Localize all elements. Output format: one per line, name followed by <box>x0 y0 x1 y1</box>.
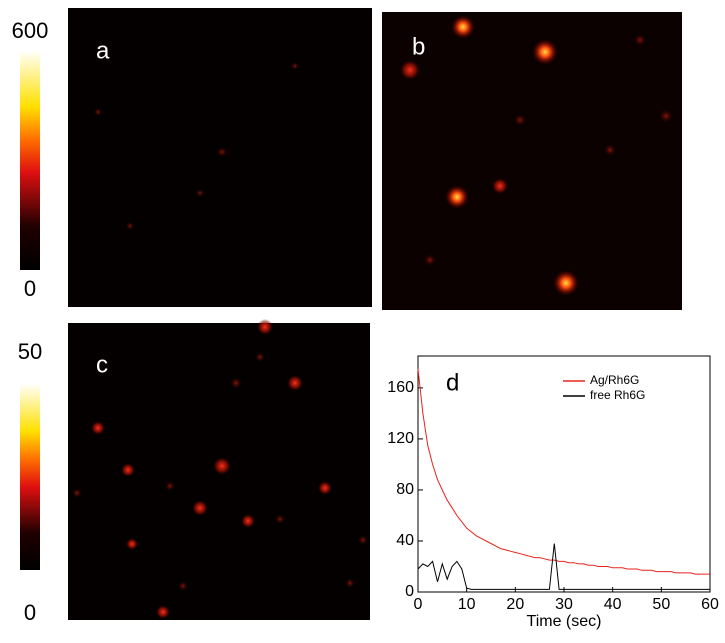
panel-label: c <box>96 351 108 378</box>
series-line <box>417 543 710 590</box>
spot <box>241 514 255 528</box>
colorbar-label: 0 <box>24 600 36 625</box>
y-tick-label: 160 <box>387 379 414 396</box>
legend-label: Ag/Rh6G <box>590 373 639 387</box>
spot <box>514 114 526 126</box>
panel-label: d <box>446 369 459 396</box>
x-tick-label: 50 <box>652 596 670 613</box>
x-tick-label: 40 <box>604 596 622 613</box>
colorbar-label: 50 <box>18 339 42 364</box>
spot <box>121 463 135 477</box>
spot <box>400 60 420 80</box>
colorbar-label: 0 <box>24 276 36 301</box>
image-panel <box>68 8 372 307</box>
spot <box>196 189 204 197</box>
colorbar <box>20 52 40 270</box>
y-tick-label: 120 <box>387 430 414 447</box>
y-tick-label: 80 <box>396 481 414 498</box>
spot <box>178 581 188 591</box>
x-tick-label: 60 <box>701 596 719 613</box>
spot <box>192 500 208 516</box>
spot <box>165 481 175 491</box>
panel-label: b <box>412 33 425 60</box>
plot-frame <box>417 355 711 593</box>
spot <box>318 481 332 495</box>
spot <box>213 457 231 475</box>
spot <box>492 178 508 194</box>
x-axis-label: Time (sec) <box>527 613 602 630</box>
spot <box>217 147 227 157</box>
image-panel <box>382 12 682 310</box>
spot <box>532 39 558 65</box>
spot <box>659 109 673 123</box>
spot <box>94 108 102 116</box>
spot <box>156 605 170 619</box>
spot <box>126 538 138 550</box>
spot <box>255 352 265 362</box>
series-line <box>417 368 710 575</box>
spot <box>345 578 355 588</box>
spot <box>553 270 579 296</box>
spot <box>287 375 303 391</box>
panel-label: a <box>96 37 110 64</box>
legend-label: free Rh6G <box>590 388 645 402</box>
spot <box>634 34 646 46</box>
x-tick-label: 30 <box>555 596 573 613</box>
colorbar-label: 600 <box>12 18 49 43</box>
y-tick-label: 40 <box>396 532 414 549</box>
spot <box>275 514 285 524</box>
spot <box>358 535 368 545</box>
spot <box>72 488 82 498</box>
spot <box>291 62 299 70</box>
spot <box>445 185 469 209</box>
spot <box>230 377 242 389</box>
spot <box>257 319 273 335</box>
spot <box>451 15 475 39</box>
x-tick-label: 0 <box>414 596 423 613</box>
x-tick-label: 20 <box>506 596 524 613</box>
spot <box>424 254 436 266</box>
spot <box>91 421 105 435</box>
colorbar <box>20 385 40 570</box>
y-tick-label: 0 <box>405 583 414 600</box>
spot <box>604 144 616 156</box>
spot <box>126 222 134 230</box>
x-tick-label: 10 <box>458 596 476 613</box>
